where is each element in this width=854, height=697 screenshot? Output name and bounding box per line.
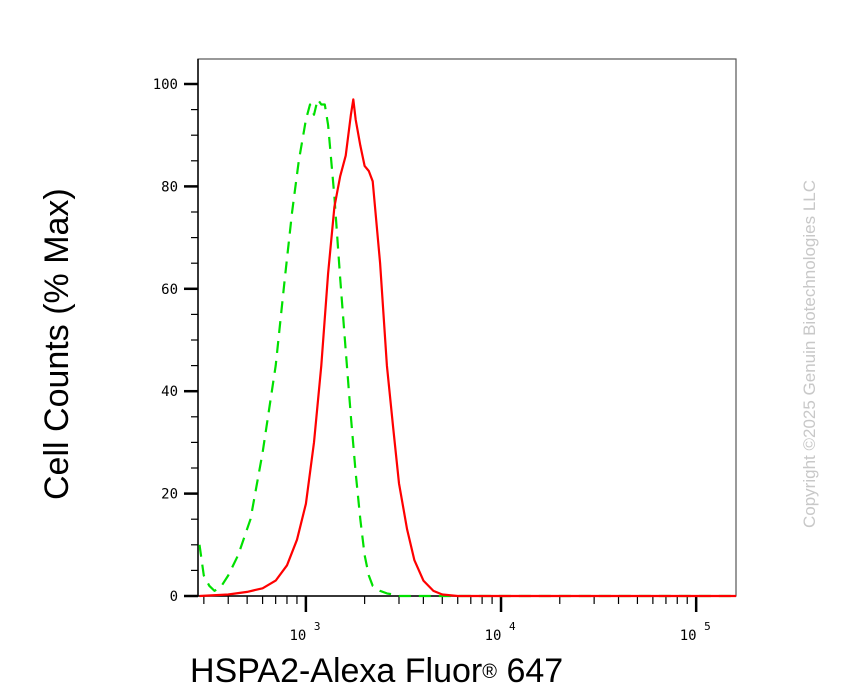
y-tick-label: 20 [161, 487, 178, 503]
y-axis: 0 20 40 60 80 100 [153, 59, 199, 605]
copyright-watermark: Copyright ©2025 Genuin Biotechnologies L… [800, 179, 819, 528]
y-axis-label: Cell Counts (% Max) [38, 188, 76, 500]
x-axis-label-main: HSPA2-Alexa Fluor [190, 652, 483, 690]
x-tick-label: 10 [485, 628, 502, 644]
series-lines [198, 98, 736, 598]
y-tick-label: 100 [153, 77, 178, 93]
x-tick-label: 10 [680, 628, 697, 644]
y-tick-label: 60 [161, 282, 178, 298]
x-axis-label: HSPA2-Alexa Fluor® 647 [190, 652, 563, 691]
x-tick-exponent: 3 [314, 620, 321, 633]
x-tick-label: 10 [289, 628, 306, 644]
y-tick-label: 0 [170, 589, 178, 605]
sample-histogram-line [199, 98, 736, 598]
x-tick-exponent: 4 [509, 620, 516, 633]
control-histogram-line [198, 98, 736, 598]
y-tick-label: 80 [161, 179, 178, 195]
x-axis-label-registered-mark: ® [482, 661, 498, 683]
x-axis: 10 3 10 4 10 5 [184, 595, 736, 644]
x-axis-label-tail: 647 [497, 652, 564, 690]
x-tick-exponent: 5 [704, 620, 711, 633]
y-tick-label: 40 [161, 384, 178, 400]
